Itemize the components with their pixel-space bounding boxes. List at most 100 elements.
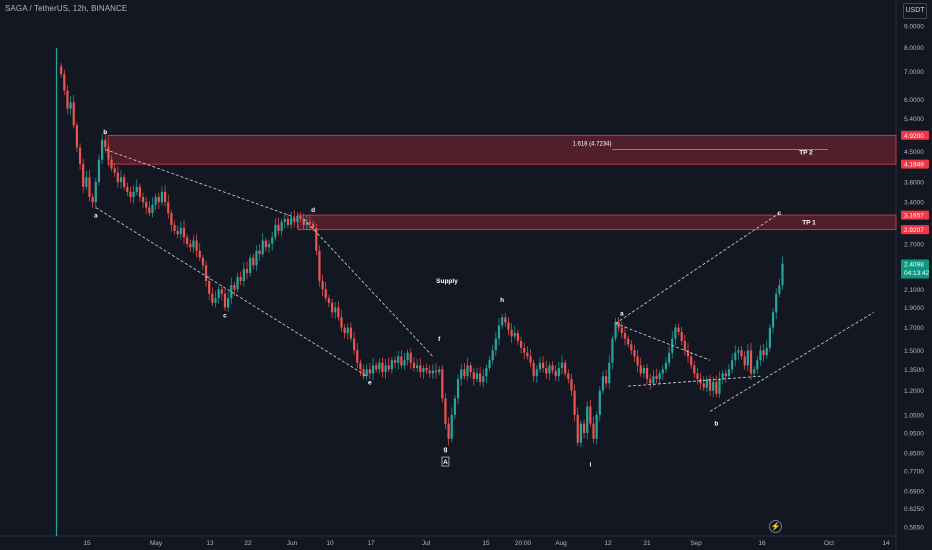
candle-body [113, 168, 116, 173]
candle-body [356, 350, 359, 363]
candle-body [419, 365, 422, 373]
price-tag-label: 4.1949 [904, 162, 924, 169]
candle-body [453, 398, 456, 415]
candle-body [501, 317, 504, 326]
candle-body [438, 369, 441, 373]
y-tick-label: 9.0000 [904, 24, 924, 31]
candle-body [189, 243, 192, 248]
chart-title: SAGA / TetherUS, 12h, BINANCE [5, 4, 128, 13]
candle-body [227, 298, 230, 308]
candle-body [655, 376, 658, 379]
candle-body [749, 350, 753, 374]
y-tick-label: 1.3500 [904, 367, 924, 374]
pattern-line [95, 207, 367, 377]
y-tick-label: 8.0000 [904, 45, 924, 52]
candle-body [554, 370, 557, 377]
candle-body [242, 269, 245, 281]
candle-body [283, 218, 286, 222]
candle-body [264, 240, 267, 248]
pattern-line [303, 218, 434, 357]
candle-body [762, 350, 765, 356]
candle-body [479, 373, 482, 382]
candle-body [346, 327, 349, 334]
candle-body [249, 257, 252, 273]
candle-body [368, 369, 371, 374]
candle-body [315, 227, 318, 251]
candle-body [400, 356, 403, 366]
candle-body [642, 368, 645, 374]
x-tick-label: 14 [882, 540, 890, 547]
candle-body [299, 216, 302, 219]
candle-body [195, 240, 198, 251]
candle-body [579, 423, 582, 443]
candle-body [633, 350, 636, 357]
candle-body [532, 362, 535, 377]
candle-body [293, 217, 296, 222]
candle-body [734, 352, 737, 361]
candle-body [239, 276, 242, 281]
candle-body [255, 250, 258, 266]
candle-body [428, 370, 431, 374]
candle-body [412, 362, 416, 369]
candle-body [601, 376, 605, 391]
candle-body [337, 307, 340, 318]
candle-body [447, 423, 450, 439]
currency-button[interactable]: USDT [903, 3, 927, 19]
candle-body [132, 191, 135, 197]
candle-body [737, 350, 740, 353]
candle-body [434, 370, 438, 373]
candle-body [519, 340, 523, 348]
candle-body [141, 196, 145, 203]
candle-body [472, 372, 475, 379]
candle-body [775, 293, 778, 313]
candle-body [460, 369, 463, 379]
candle-body [245, 269, 249, 273]
candle-body [664, 362, 668, 370]
x-tick-label: Jul [422, 540, 431, 547]
candle-body [469, 365, 472, 373]
price-tag-label: 2.4098 [904, 261, 924, 268]
candle-body [573, 390, 576, 415]
candle-body [623, 333, 627, 339]
candle-body [756, 360, 759, 370]
lightning-icon[interactable]: ⚡ [769, 520, 782, 533]
price-tag-label: 4.9200 [904, 133, 924, 140]
candle-body [261, 240, 264, 255]
candle-body [75, 125, 78, 148]
wave-label: d [311, 207, 315, 214]
candle-body [384, 365, 387, 373]
candle-body [677, 327, 680, 332]
x-tick-label: Oct [824, 540, 834, 547]
candle-body [712, 381, 715, 391]
y-tick-label: 5.4000 [904, 116, 924, 123]
candle-body [567, 373, 570, 379]
y-tick-label: 3.4000 [904, 200, 924, 207]
candle-body [186, 237, 189, 244]
candle-body [324, 289, 327, 299]
wave-label: h [500, 297, 504, 304]
y-tick-label: 1.5000 [904, 348, 924, 355]
candle-body [444, 398, 447, 424]
candle-body [592, 423, 595, 439]
candle-body [116, 172, 119, 183]
price-tag [901, 159, 929, 169]
candle-body [151, 204, 154, 214]
candle-body [164, 191, 167, 203]
y-tick-label: 7.0000 [904, 69, 924, 76]
candle-body [201, 257, 204, 266]
candle-body [208, 280, 211, 294]
candle-body [526, 352, 529, 357]
candle-body [403, 360, 406, 366]
candle-body [387, 365, 390, 370]
candle-body [204, 265, 208, 281]
candle-body [167, 202, 170, 214]
candle-body [69, 102, 72, 109]
x-tick-label: 15 [482, 540, 490, 547]
y-tick-label: 1.9000 [904, 305, 924, 312]
candle-body [91, 196, 94, 203]
candle-body [611, 338, 614, 363]
price-tag [901, 130, 929, 140]
candle-body [683, 340, 686, 351]
candle-body [708, 378, 712, 391]
